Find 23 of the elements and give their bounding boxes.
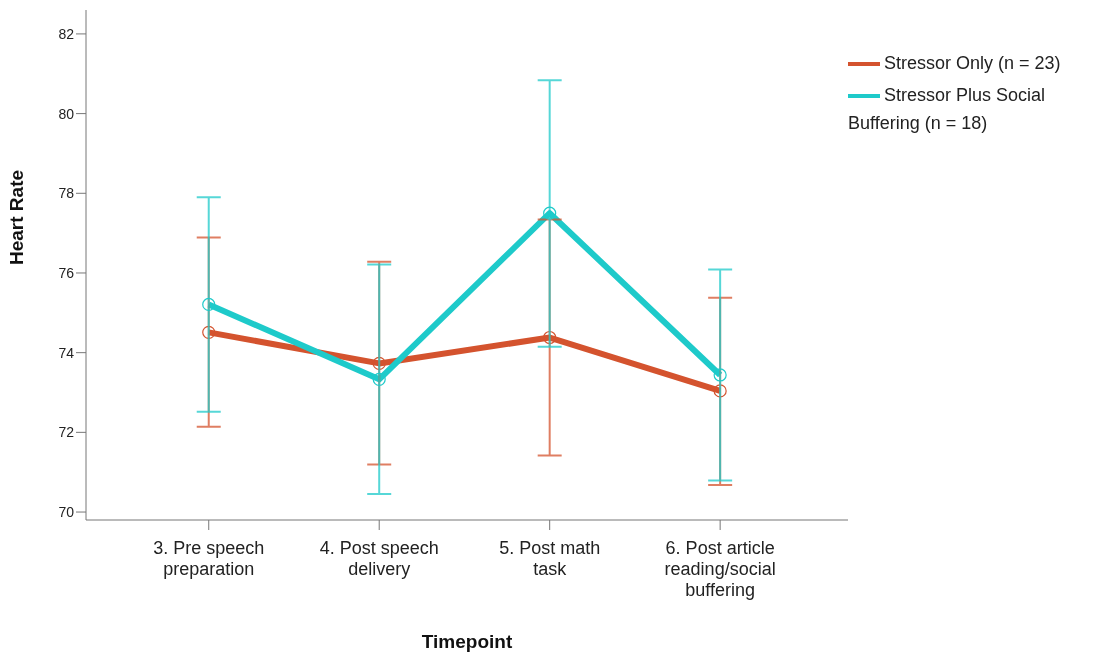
y-tick-label: 78	[58, 185, 75, 202]
y-tick-label: 70	[58, 504, 75, 520]
y-tick-label: 74	[58, 344, 75, 361]
y-tick-label: 82	[58, 25, 75, 42]
point	[543, 330, 557, 345]
legend-label: Stressor Plus Social Buffering (n = 18)	[848, 84, 1046, 133]
point	[202, 325, 216, 339]
legend-label: Stressor Only (n = 23)	[884, 52, 1061, 73]
point	[713, 368, 727, 382]
point	[372, 372, 386, 386]
y-axis-title: Heart Rate	[5, 169, 27, 265]
point	[713, 384, 727, 398]
x-tick-label: 4. Post speech delivery	[319, 538, 439, 579]
y-tick-label: 80	[58, 105, 75, 122]
x-tick-label: 5. Post math task	[499, 538, 601, 579]
y-tick-label: 76	[58, 264, 75, 281]
x-tick-label: 6. Post article reading/social buffering	[664, 538, 776, 600]
point	[372, 356, 386, 371]
x-axis-title: Timepoint	[421, 631, 513, 652]
point	[202, 297, 216, 312]
y-tick-label: 72	[58, 424, 75, 441]
x-tick-label: 3. Pre speech preparation	[153, 538, 265, 579]
point	[543, 206, 557, 220]
